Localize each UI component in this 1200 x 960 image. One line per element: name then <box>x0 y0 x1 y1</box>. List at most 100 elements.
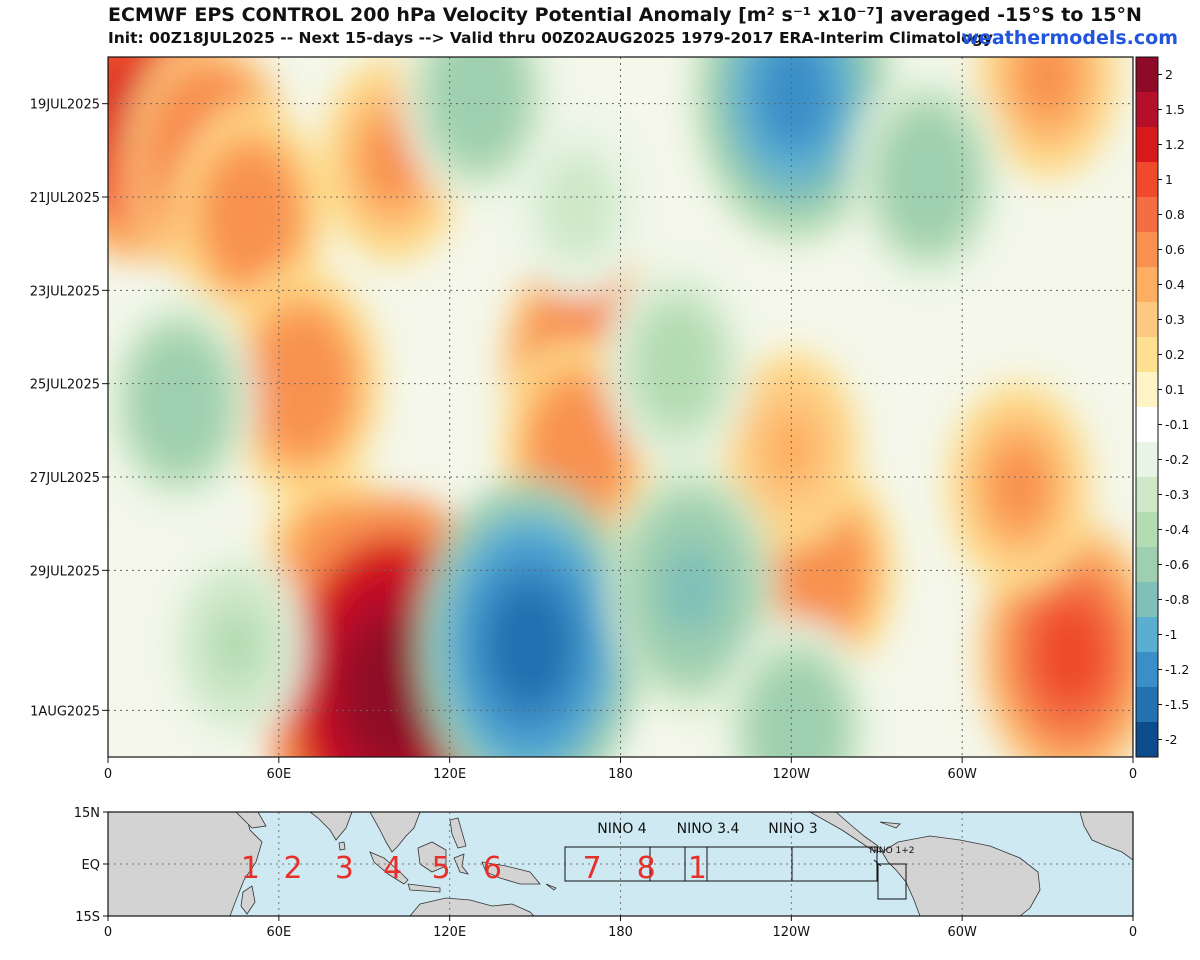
central-america-land <box>809 812 883 853</box>
south-america-land <box>881 835 1041 916</box>
map-lat-label: EQ <box>82 858 100 873</box>
se-asia-land <box>369 812 421 853</box>
anomaly-blob <box>548 407 607 491</box>
colorbar-segment <box>1136 477 1158 513</box>
anomaly-blob <box>991 446 1047 526</box>
colorbar-segment <box>1136 547 1158 583</box>
colorbar-segment <box>1136 232 1158 268</box>
x-tick-label: 0 <box>104 767 112 782</box>
anomaly-blob <box>449 57 508 137</box>
colorbar-label: -1.2 <box>1165 662 1189 677</box>
map-lon-label: 0 <box>1129 925 1137 940</box>
colorbar-label: -0.6 <box>1165 557 1189 572</box>
nino3-label: NINO 3 <box>768 821 817 837</box>
mjo-phase-label: 8 <box>637 851 656 886</box>
colorbar-segment <box>1136 57 1158 93</box>
x-tick-label: 60W <box>947 767 977 782</box>
nino4-label: NINO 4 <box>597 821 647 837</box>
y-tick-label: 21JUL2025 <box>30 191 100 206</box>
colorbar-segment <box>1136 617 1158 653</box>
anomaly-blob <box>1020 57 1076 116</box>
colorbar-segment <box>1136 162 1158 198</box>
colorbar-segment <box>1136 442 1158 478</box>
colorbar-label: 2 <box>1165 67 1173 82</box>
anomaly-blob <box>899 136 957 221</box>
colorbar-label: -0.3 <box>1165 487 1189 502</box>
map-lat-label: 15S <box>75 910 100 925</box>
anomaly-blob <box>1035 603 1106 706</box>
colorbar-label: -1.5 <box>1165 697 1189 712</box>
nino3-box <box>706 846 878 882</box>
newguinea-land <box>481 861 541 885</box>
land-masses <box>108 812 1133 916</box>
x-tick-label: 120W <box>772 767 810 782</box>
map-lat-axis: 15N EQ 15S <box>74 806 108 925</box>
sulawesi-land <box>453 853 469 875</box>
colorbar-label: 0.8 <box>1165 207 1185 222</box>
colorbar-segment <box>1136 92 1158 128</box>
x-tick-label: 180 <box>608 767 633 782</box>
y-tick-label: 1AUG2025 <box>30 704 100 719</box>
anomaly-blob <box>756 57 832 150</box>
y-tick-label: 25JUL2025 <box>30 378 100 393</box>
colorbar-segment <box>1136 372 1158 408</box>
colorbar-label: -0.8 <box>1165 592 1189 607</box>
chart-subtitle: Init: 00Z18JUL2025 -- Next 15-days --> V… <box>108 29 993 47</box>
colorbar-label: 0.6 <box>1165 242 1185 257</box>
anomaly-blob <box>790 528 849 613</box>
colorbar-segment <box>1136 687 1158 723</box>
mjo-phase-label: 3 <box>335 851 354 886</box>
colorbar-label: -2 <box>1165 732 1177 747</box>
solomon-land <box>545 883 557 891</box>
java-land <box>407 883 441 893</box>
mjo-phase-label: 1 <box>688 851 707 886</box>
colorbar-label: -0.2 <box>1165 452 1189 467</box>
map-lon-label: 0 <box>104 925 112 940</box>
colorbar-frame <box>1135 56 1159 758</box>
anomaly-blob <box>210 607 263 683</box>
colorbar-segment <box>1136 582 1158 618</box>
mjo-phase-label: 4 <box>383 851 402 886</box>
map-lon-label: 60E <box>266 925 291 940</box>
nino12-box <box>877 863 907 900</box>
colorbar-label: -1 <box>1165 627 1177 642</box>
y-tick-label: 23JUL2025 <box>30 284 100 299</box>
map-lon-label: 120W <box>772 925 810 940</box>
australia-land <box>409 897 535 916</box>
nino4-box <box>564 846 686 882</box>
philippines-land <box>449 817 467 849</box>
y-axis: 19JUL2025 21JUL2025 23JUL2025 25JUL2025 27JU… <box>30 98 108 719</box>
nino34-label: NINO 3.4 <box>677 821 740 837</box>
anomaly-blob <box>553 171 603 242</box>
mjo-phase-label: 2 <box>284 851 303 886</box>
mjo-phase-label: 1 <box>241 851 260 886</box>
colorbar-label: 0.3 <box>1165 312 1185 327</box>
colorbar-segment <box>1136 127 1158 163</box>
anomaly-blob <box>649 325 705 405</box>
colorbar-segment <box>1136 652 1158 688</box>
colorbar-segment <box>1136 267 1158 303</box>
colorbar-label: 1 <box>1165 172 1173 187</box>
colorbar-segment <box>1136 512 1158 548</box>
india-land <box>309 812 353 841</box>
colorbar-label: 0.1 <box>1165 382 1185 397</box>
chart-title: ECMWF EPS CONTROL 200 hPa Velocity Poten… <box>108 4 1142 26</box>
colorbar-label: 1.2 <box>1165 137 1185 152</box>
anomaly-blob <box>365 120 421 200</box>
plot-gridlines <box>108 57 1133 757</box>
arabia-land <box>235 812 267 829</box>
colorbar-segment <box>1136 337 1158 373</box>
mjo-phase-label: 7 <box>582 851 601 886</box>
srilanka-land <box>338 841 346 851</box>
anomaly-field <box>108 57 1133 757</box>
brand-link[interactable]: weathermodels.com <box>961 27 1178 49</box>
anomaly-blob <box>487 582 572 708</box>
x-axis: 0 60E 120E 180 120W 60W 0 <box>104 757 1137 782</box>
west-africa-land <box>1079 812 1133 861</box>
colorbar-segment <box>1136 722 1158 758</box>
anomaly-blob <box>768 687 826 757</box>
map-lon-label: 180 <box>608 925 633 940</box>
madagascar-land <box>240 885 256 915</box>
anomaly-blob <box>343 617 442 757</box>
